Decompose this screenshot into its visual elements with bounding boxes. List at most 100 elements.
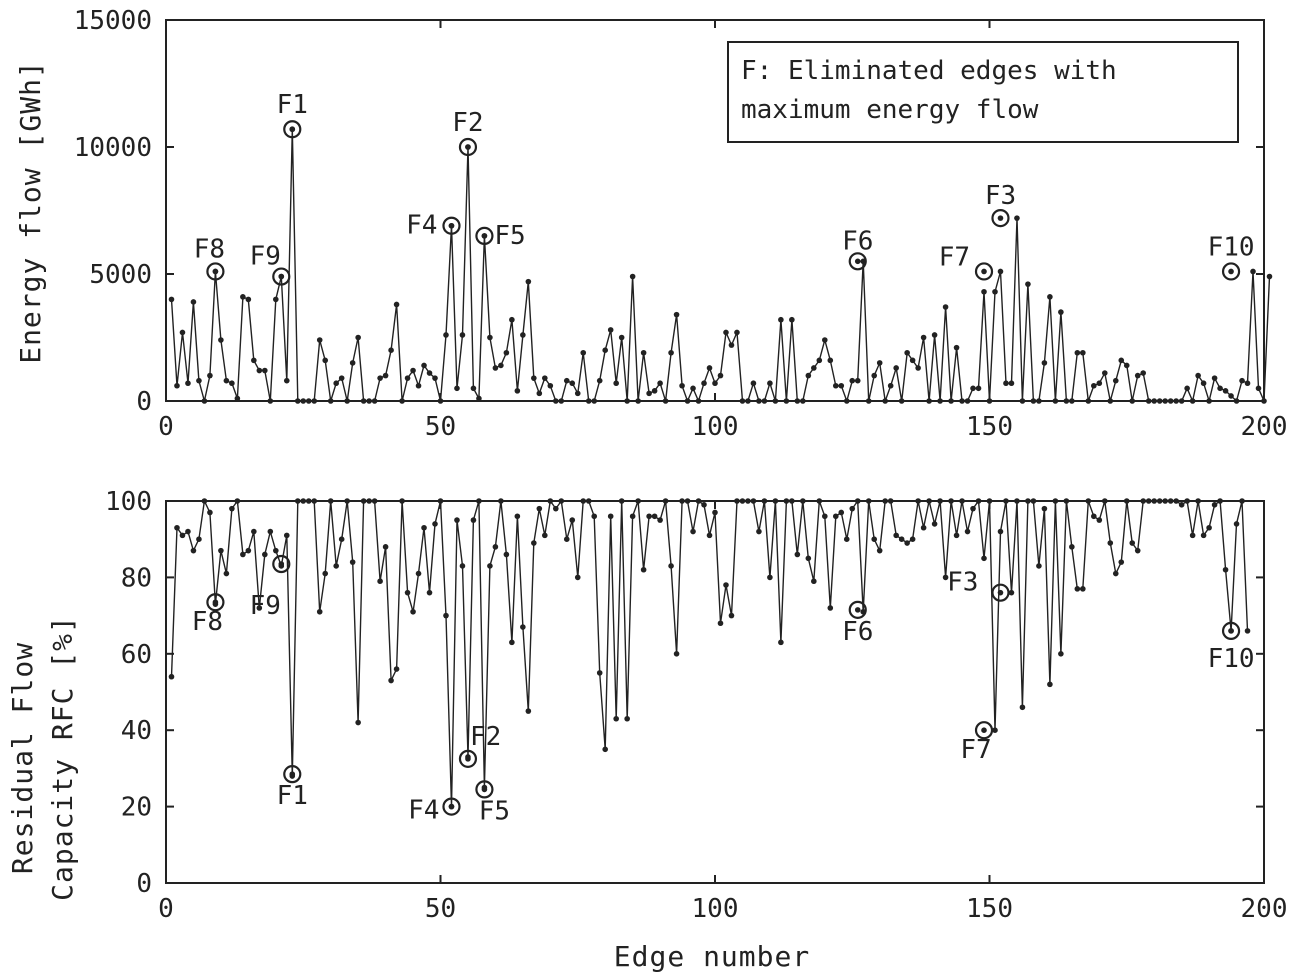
residual-flow-data-point: [970, 505, 976, 512]
energy-flow-data-point: [975, 385, 982, 392]
energy-flow-data-point: [970, 385, 976, 392]
residual-flow-data-point: [404, 589, 411, 596]
residual-flow-data-point: [761, 498, 768, 504]
energy-flow-data-point: [701, 380, 707, 387]
energy-flow-data-point: [294, 398, 301, 404]
energy-flow-data-point: [761, 398, 768, 404]
residual-flow-data-point: [975, 498, 982, 504]
residual-flow-data-point: [1063, 498, 1070, 504]
residual-flow-data-point: [1195, 498, 1201, 504]
energy-flow-data-point: [811, 365, 817, 371]
residual-flow-y-tick-label: 20: [121, 793, 152, 823]
energy-flow-data-point: [273, 296, 279, 303]
energy-flow-data-point: [585, 398, 592, 404]
energy-flow-data-point: [673, 311, 680, 318]
energy-flow-data-point: [1101, 370, 1108, 376]
residual-flow-data-point: [552, 505, 559, 512]
residual-flow-data-point: [558, 498, 565, 504]
energy-flow-data-point: [712, 380, 718, 387]
energy-flow-data-point: [635, 398, 641, 404]
residual-flow-data-point: [871, 536, 878, 542]
residual-flow-data-point: [190, 547, 197, 554]
residual-flow-data-point: [1058, 651, 1064, 657]
residual-flow-data-point: [327, 498, 334, 504]
energy-flow-data-point: [953, 344, 960, 351]
energy-flow-data-point: [344, 398, 350, 404]
residual-flow-x-tick-label: 150: [966, 894, 1013, 924]
energy-flow-data-point: [1200, 380, 1207, 387]
energy-flow-data-point: [926, 398, 932, 404]
residual-flow-data-point: [778, 639, 784, 646]
energy-flow-data-point: [267, 398, 274, 404]
energy-flow-data-point: [607, 327, 614, 333]
energy-flow-ticks: 0 50 100 150 200 0 5000 10000 15000: [74, 6, 1288, 442]
residual-flow-data-point: [805, 555, 812, 562]
energy-flow-highlight-label-f3: F3: [985, 181, 1016, 211]
energy-flow-data-point: [986, 398, 993, 404]
residual-flow-data-point: [245, 547, 252, 554]
energy-flow-highlight-label-f1: F1: [277, 90, 308, 120]
energy-flow-data-point: [997, 268, 1004, 275]
energy-flow-data-point: [1140, 370, 1147, 376]
energy-flow-data-point: [728, 342, 735, 348]
energy-flow-data-point: [525, 278, 532, 285]
energy-flow-data-point: [179, 329, 186, 336]
residual-flow-data-point: [1112, 570, 1119, 577]
energy-flow-highlight-label-f8: F8: [194, 234, 225, 264]
residual-flow-data-point: [1096, 517, 1103, 523]
residual-flow-data-point: [624, 715, 630, 722]
energy-flow-highlight-ring-f7: [974, 262, 994, 281]
energy-flow-highlights: F1 F2 F3 F4 F5 F6 F7 F8 F9 F10: [194, 90, 1255, 286]
residual-flow-data-point: [1052, 498, 1059, 504]
residual-flow-highlight-point-f1: [289, 771, 296, 777]
residual-flow-data-point: [1080, 586, 1086, 592]
residual-flow-data-point: [207, 509, 213, 516]
energy-flow-data-point: [1255, 385, 1262, 392]
energy-flow-data-point: [168, 296, 175, 303]
residual-flow-data-point: [1008, 589, 1015, 596]
energy-flow-data-point: [679, 382, 685, 389]
residual-flow-data-point: [1025, 498, 1031, 504]
residual-flow-data-point: [569, 517, 576, 523]
residual-flow-y-tick-label: 60: [121, 640, 152, 670]
energy-flow-data-point: [745, 398, 751, 404]
energy-flow-data-point: [602, 347, 608, 354]
residual-flow-data-point: [333, 563, 339, 569]
residual-flow-highlight-label-f6: F6: [842, 617, 873, 647]
residual-flow-highlight-label-f4: F4: [408, 796, 439, 826]
energy-flow-data-point: [640, 349, 647, 356]
residual-flow-data-point: [673, 651, 680, 657]
energy-flow-data-point: [218, 337, 224, 343]
energy-flow-data-point: [1063, 398, 1070, 404]
energy-flow-data-point: [1123, 362, 1130, 369]
energy-flow-data-point: [196, 377, 202, 384]
residual-flow-data-point: [300, 498, 307, 504]
energy-flow-data-point: [393, 301, 400, 308]
residual-flow-x-tick-label: 200: [1241, 894, 1288, 924]
residual-flow-data-point: [251, 528, 257, 535]
residual-flow-data-point: [717, 620, 724, 627]
energy-flow-data-point: [909, 357, 916, 364]
energy-flow-data-point: [1047, 294, 1053, 300]
residual-flow-data-point: [904, 540, 910, 546]
residual-flow-highlight-point-f5: [481, 786, 488, 793]
energy-flow-data-point: [229, 380, 235, 387]
energy-flow-data-point: [1052, 398, 1059, 404]
energy-flow-data-point: [750, 380, 757, 387]
energy-flow-data-point: [316, 337, 323, 343]
residual-flow-data-point: [426, 589, 433, 596]
residual-flow-data-point: [316, 608, 323, 615]
residual-flow-data-point: [1167, 498, 1174, 504]
energy-flow-data-point: [1003, 380, 1009, 387]
residual-flow-data-point: [745, 498, 751, 504]
residual-flow-data-point: [371, 498, 378, 504]
residual-flow-data-point: [344, 498, 350, 504]
energy-flow-highlight-label-f4: F4: [406, 211, 437, 241]
residual-flow-data-point: [822, 513, 828, 520]
residual-flow-data-point: [909, 536, 916, 542]
residual-flow-highlight-ring-f4: [442, 797, 461, 816]
residual-flow-data-point: [981, 555, 987, 562]
energy-flow-data-point: [668, 349, 674, 356]
